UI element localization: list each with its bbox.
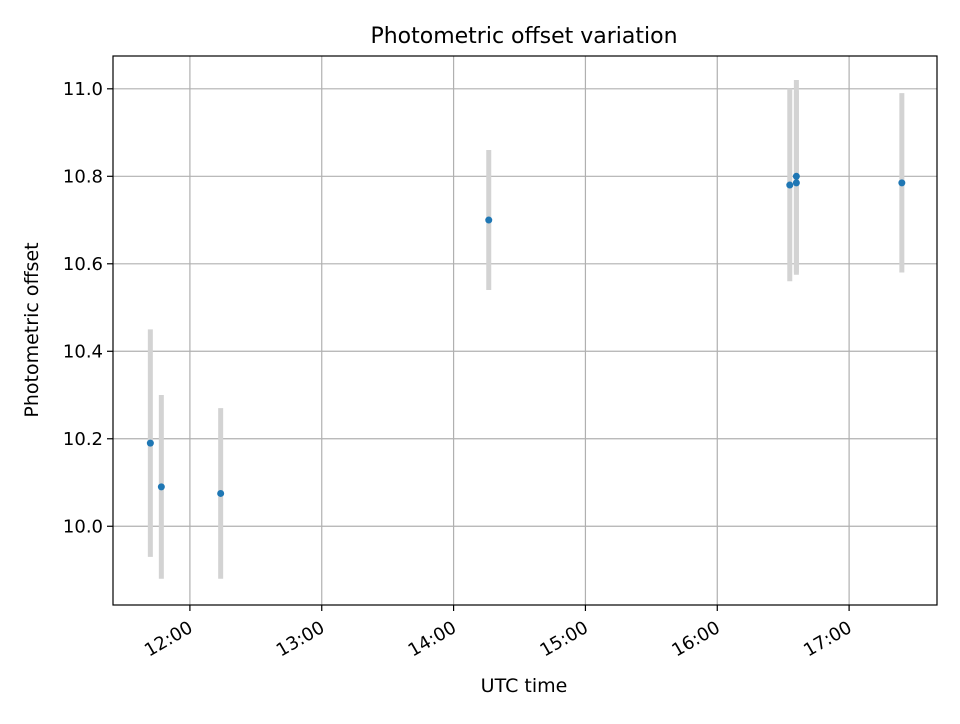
y-tick-label: 10.6 [63, 254, 103, 275]
data-point [898, 179, 906, 187]
grid-lines [113, 56, 937, 605]
y-axis-label: Photometric offset [21, 242, 43, 417]
chart-title: Photometric offset variation [370, 24, 677, 49]
x-axis-label: UTC time [481, 675, 568, 697]
y-tick-label: 10.4 [63, 341, 103, 362]
data-point [786, 181, 794, 189]
data-point [792, 179, 800, 187]
y-tick-label: 11.0 [63, 79, 103, 100]
data-point [157, 483, 165, 491]
plot-frame [112, 55, 938, 606]
y-axis-ticks: 10.0 10.2 10.4 10.6 10.8 11.0 [63, 79, 113, 537]
data-point [485, 216, 493, 224]
data-point [792, 172, 800, 180]
y-tick-label: 10.8 [63, 166, 103, 187]
data-point [217, 489, 225, 497]
data-point [146, 439, 154, 447]
y-tick-label: 10.2 [63, 429, 103, 450]
data-points [146, 172, 906, 497]
y-tick-label: 10.0 [63, 516, 103, 537]
